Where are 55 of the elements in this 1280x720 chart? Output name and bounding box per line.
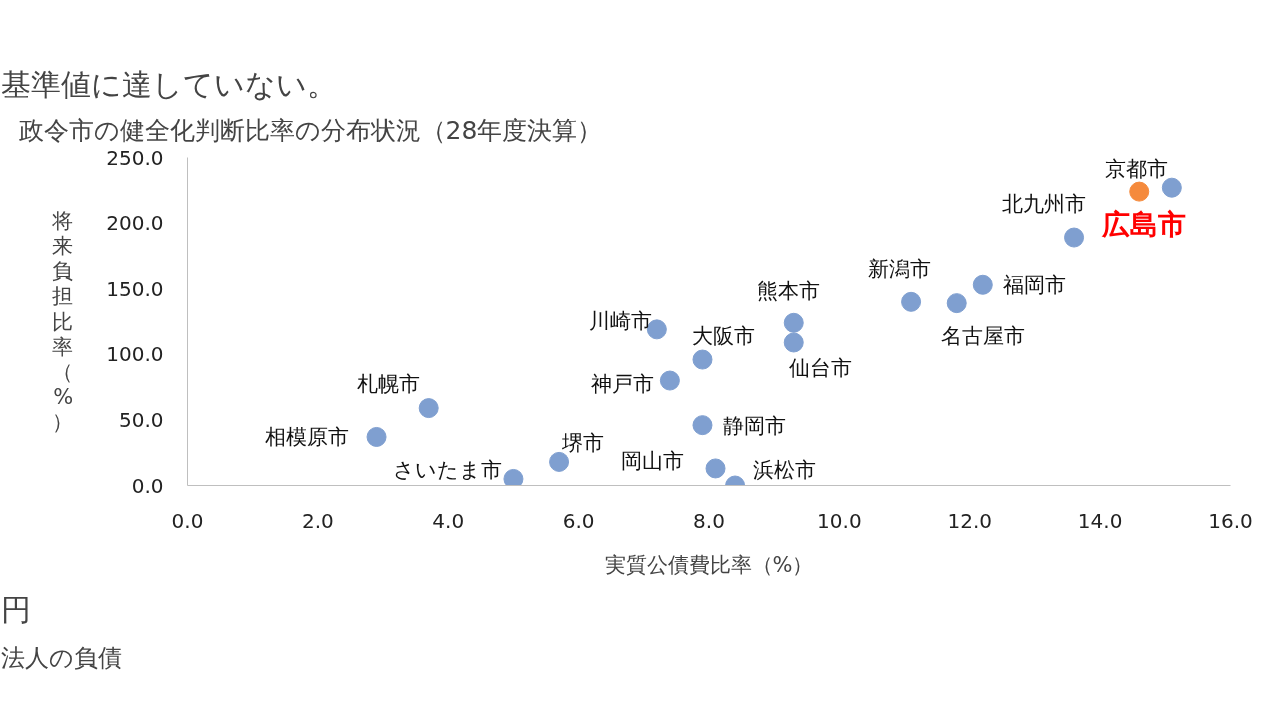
point (783, 332, 804, 353)
annotation: 京都市 (1104, 156, 1168, 181)
x-tick-label: 0.0 (171, 508, 204, 533)
point (946, 293, 967, 314)
point (705, 458, 726, 479)
x-tick-label: 14.0 (1077, 508, 1123, 533)
point (366, 426, 387, 447)
y-tick-label: 250.0 (106, 145, 164, 170)
annotation: 福岡市 (1002, 272, 1066, 297)
annotation: 大阪市 (691, 323, 755, 348)
annotation: 札幌市 (356, 372, 420, 397)
annotation: 浜松市 (753, 457, 817, 482)
text: 将来負担比率（%） (52, 208, 74, 435)
text: 円 (0, 591, 31, 627)
point (549, 451, 570, 472)
annotation: 川崎市 (588, 309, 652, 334)
y-tick-label: 150.0 (106, 276, 164, 301)
series-label: 広島市 (1101, 208, 1187, 242)
text: 法人の負債 (0, 643, 122, 672)
point (783, 312, 804, 333)
y-tick-label: 100.0 (106, 342, 164, 367)
point (901, 291, 922, 312)
x-tick-label: 16.0 (1208, 508, 1253, 533)
annotation: 岡山市 (620, 449, 684, 474)
point (1064, 227, 1085, 248)
x-tick-label: 8.0 (693, 508, 725, 533)
x-tick-label: 6.0 (562, 508, 595, 533)
annotation: 熊本市 (757, 278, 821, 303)
annotation: 新潟市 (868, 256, 932, 281)
annotation: 静岡市 (723, 414, 787, 439)
x-tick-label: 10.0 (817, 508, 862, 533)
y-tick-label: 200.0 (106, 211, 164, 236)
y-tick-label: 0.0 (131, 473, 164, 498)
point (692, 415, 713, 436)
chart-title: 政令市の健全化判断比率の分布状況（28年度決算） (18, 116, 603, 145)
point (1161, 177, 1182, 198)
x-axis-title: 実質公債費比率（%） (604, 552, 814, 577)
point (659, 370, 680, 391)
text: 基準値に達していない。 (0, 66, 337, 102)
point (503, 468, 524, 486)
annotation: さいたま市 (393, 457, 503, 482)
x-tick-label: 4.0 (432, 508, 465, 533)
point (972, 274, 993, 295)
point (1129, 181, 1150, 202)
annotation: 相模原市 (264, 424, 349, 449)
annotation: 北九州市 (1002, 191, 1087, 216)
y-tick-label: 50.0 (118, 407, 164, 432)
point (418, 398, 439, 419)
annotation: 仙台市 (788, 356, 852, 381)
x-tick-label: 2.0 (301, 508, 334, 533)
annotation: 神戸市 (590, 371, 654, 396)
annotation: 名古屋市 (940, 324, 1025, 349)
x-tick-label: 12.0 (947, 508, 993, 533)
point (692, 349, 713, 370)
annotation: 堺市 (561, 430, 605, 455)
